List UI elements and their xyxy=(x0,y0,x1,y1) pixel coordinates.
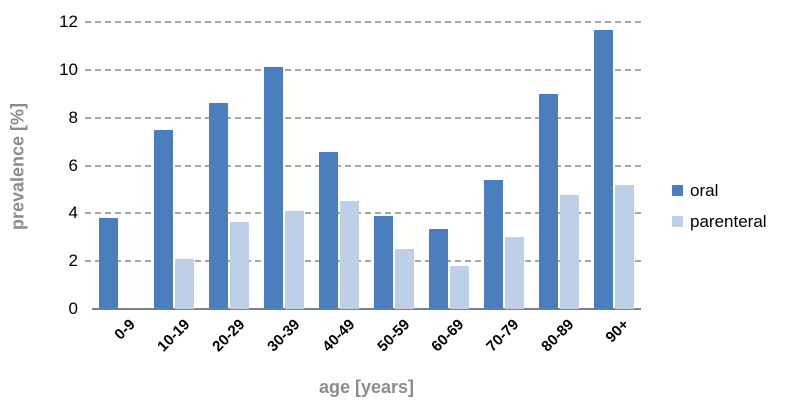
bar-oral-10-19 xyxy=(154,129,174,309)
y-tick-label-2: 2 xyxy=(68,251,78,271)
bar-oral-60-69 xyxy=(428,228,448,309)
bar-group-70-79 xyxy=(476,22,531,309)
bar-parenteral-90+ xyxy=(614,184,634,309)
x-tick-label-70-79: 70-79 xyxy=(483,316,523,356)
x-axis-line xyxy=(92,308,641,310)
legend-item-oral: oral xyxy=(672,182,767,199)
bar-group-30-39 xyxy=(257,22,312,309)
legend-label-oral: oral xyxy=(690,181,719,200)
bar-group-80-89 xyxy=(531,22,586,309)
bar-parenteral-30-39 xyxy=(285,210,305,309)
bar-oral-90+ xyxy=(593,30,613,309)
x-tick-label-50-59: 50-59 xyxy=(373,316,413,356)
y-tick-label-8: 8 xyxy=(68,107,78,127)
bar-group-20-29 xyxy=(202,22,257,309)
gridline-y-8 xyxy=(85,116,641,119)
bar-oral-30-39 xyxy=(264,67,284,309)
x-tick-label-10-19: 10-19 xyxy=(154,316,194,356)
bar-parenteral-50-59 xyxy=(394,249,414,309)
gridline-y-10 xyxy=(85,68,641,71)
bar-parenteral-80-89 xyxy=(559,195,579,309)
y-tick-label-6: 6 xyxy=(68,155,78,175)
x-tick-label-90+: 90+ xyxy=(602,316,633,347)
bar-group-0-9 xyxy=(92,22,147,309)
legend-label-parenteral: parenteral xyxy=(690,212,767,231)
gridline-y-2 xyxy=(85,260,641,263)
bar-oral-40-49 xyxy=(319,152,339,309)
bar-parenteral-40-49 xyxy=(340,201,360,309)
gridline-y-6 xyxy=(85,164,641,167)
x-tick-label-60-69: 60-69 xyxy=(428,316,468,356)
bar-parenteral-60-69 xyxy=(449,265,469,309)
bar-oral-80-89 xyxy=(538,93,558,309)
x-tick-label-80-89: 80-89 xyxy=(538,316,578,356)
bar-group-50-59 xyxy=(367,22,422,309)
bar-oral-0-9 xyxy=(99,218,119,309)
bar-group-90+ xyxy=(586,22,641,309)
bar-group-40-49 xyxy=(312,22,367,309)
x-axis-title: age [years] xyxy=(318,377,415,397)
bar-oral-20-29 xyxy=(209,103,229,309)
x-tick-label-20-29: 20-29 xyxy=(209,316,249,356)
gridline-y-4 xyxy=(85,212,641,215)
legend-item-parenteral: parenteral xyxy=(672,213,767,230)
bar-group-60-69 xyxy=(421,22,476,309)
bar-parenteral-70-79 xyxy=(504,237,524,309)
y-tick-label-10: 10 xyxy=(59,59,78,79)
x-tick-label-30-39: 30-39 xyxy=(264,316,304,356)
x-tick-label-40-49: 40-49 xyxy=(318,316,359,356)
y-tick-label-12: 12 xyxy=(59,12,78,31)
bar-oral-50-59 xyxy=(373,215,393,309)
bar-parenteral-20-29 xyxy=(230,221,250,309)
bar-parenteral-10-19 xyxy=(175,258,195,309)
y-tick-label-4: 4 xyxy=(68,203,78,223)
gridline-y-12 xyxy=(85,21,641,23)
legend-marker-oral xyxy=(672,185,683,196)
bars-container xyxy=(92,22,641,309)
legend-marker-parenteral xyxy=(672,216,683,227)
bar-group-10-19 xyxy=(147,22,202,309)
x-tick-label-0-9: 0-9 xyxy=(111,316,139,344)
bar-oral-70-79 xyxy=(483,179,503,309)
legend: oral parenteral xyxy=(672,182,767,244)
y-tick-label-0: 0 xyxy=(68,299,78,318)
